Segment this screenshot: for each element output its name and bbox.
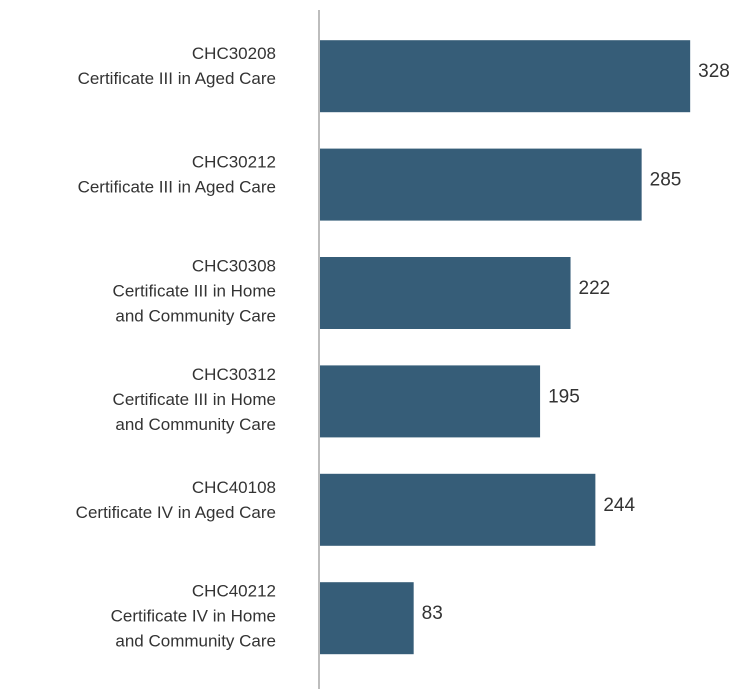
value-label: 328: [698, 61, 730, 82]
category-label: CHC40108: [192, 478, 276, 497]
value-label: 222: [579, 278, 611, 299]
bar: [320, 40, 691, 113]
bar: [320, 257, 571, 329]
bar: [320, 365, 541, 438]
value-label: 195: [548, 386, 580, 407]
category-label: CHC30212: [192, 153, 276, 172]
category-label: CHC30208: [192, 44, 276, 63]
value-label: 285: [650, 170, 682, 191]
category-label: CHC30308: [192, 256, 276, 275]
value-label: 244: [603, 495, 635, 516]
category-label: and Community Care: [115, 415, 276, 434]
bar: [320, 473, 596, 546]
category-label: CHC30312: [192, 365, 276, 384]
bar: [320, 582, 414, 655]
category-label: Certificate III in Home: [113, 281, 276, 300]
category-label: Certificate III in Home: [113, 390, 276, 409]
category-label: Certificate III in Aged Care: [78, 178, 276, 197]
bar: [320, 148, 642, 221]
category-label: and Community Care: [115, 632, 276, 651]
category-label: Certificate IV in Home: [111, 607, 276, 626]
category-label: Certificate IV in Aged Care: [76, 503, 276, 522]
category-label: Certificate III in Aged Care: [78, 69, 276, 88]
category-label: CHC40212: [192, 582, 276, 601]
category-label: and Community Care: [115, 306, 276, 325]
value-label: 83: [422, 603, 443, 624]
